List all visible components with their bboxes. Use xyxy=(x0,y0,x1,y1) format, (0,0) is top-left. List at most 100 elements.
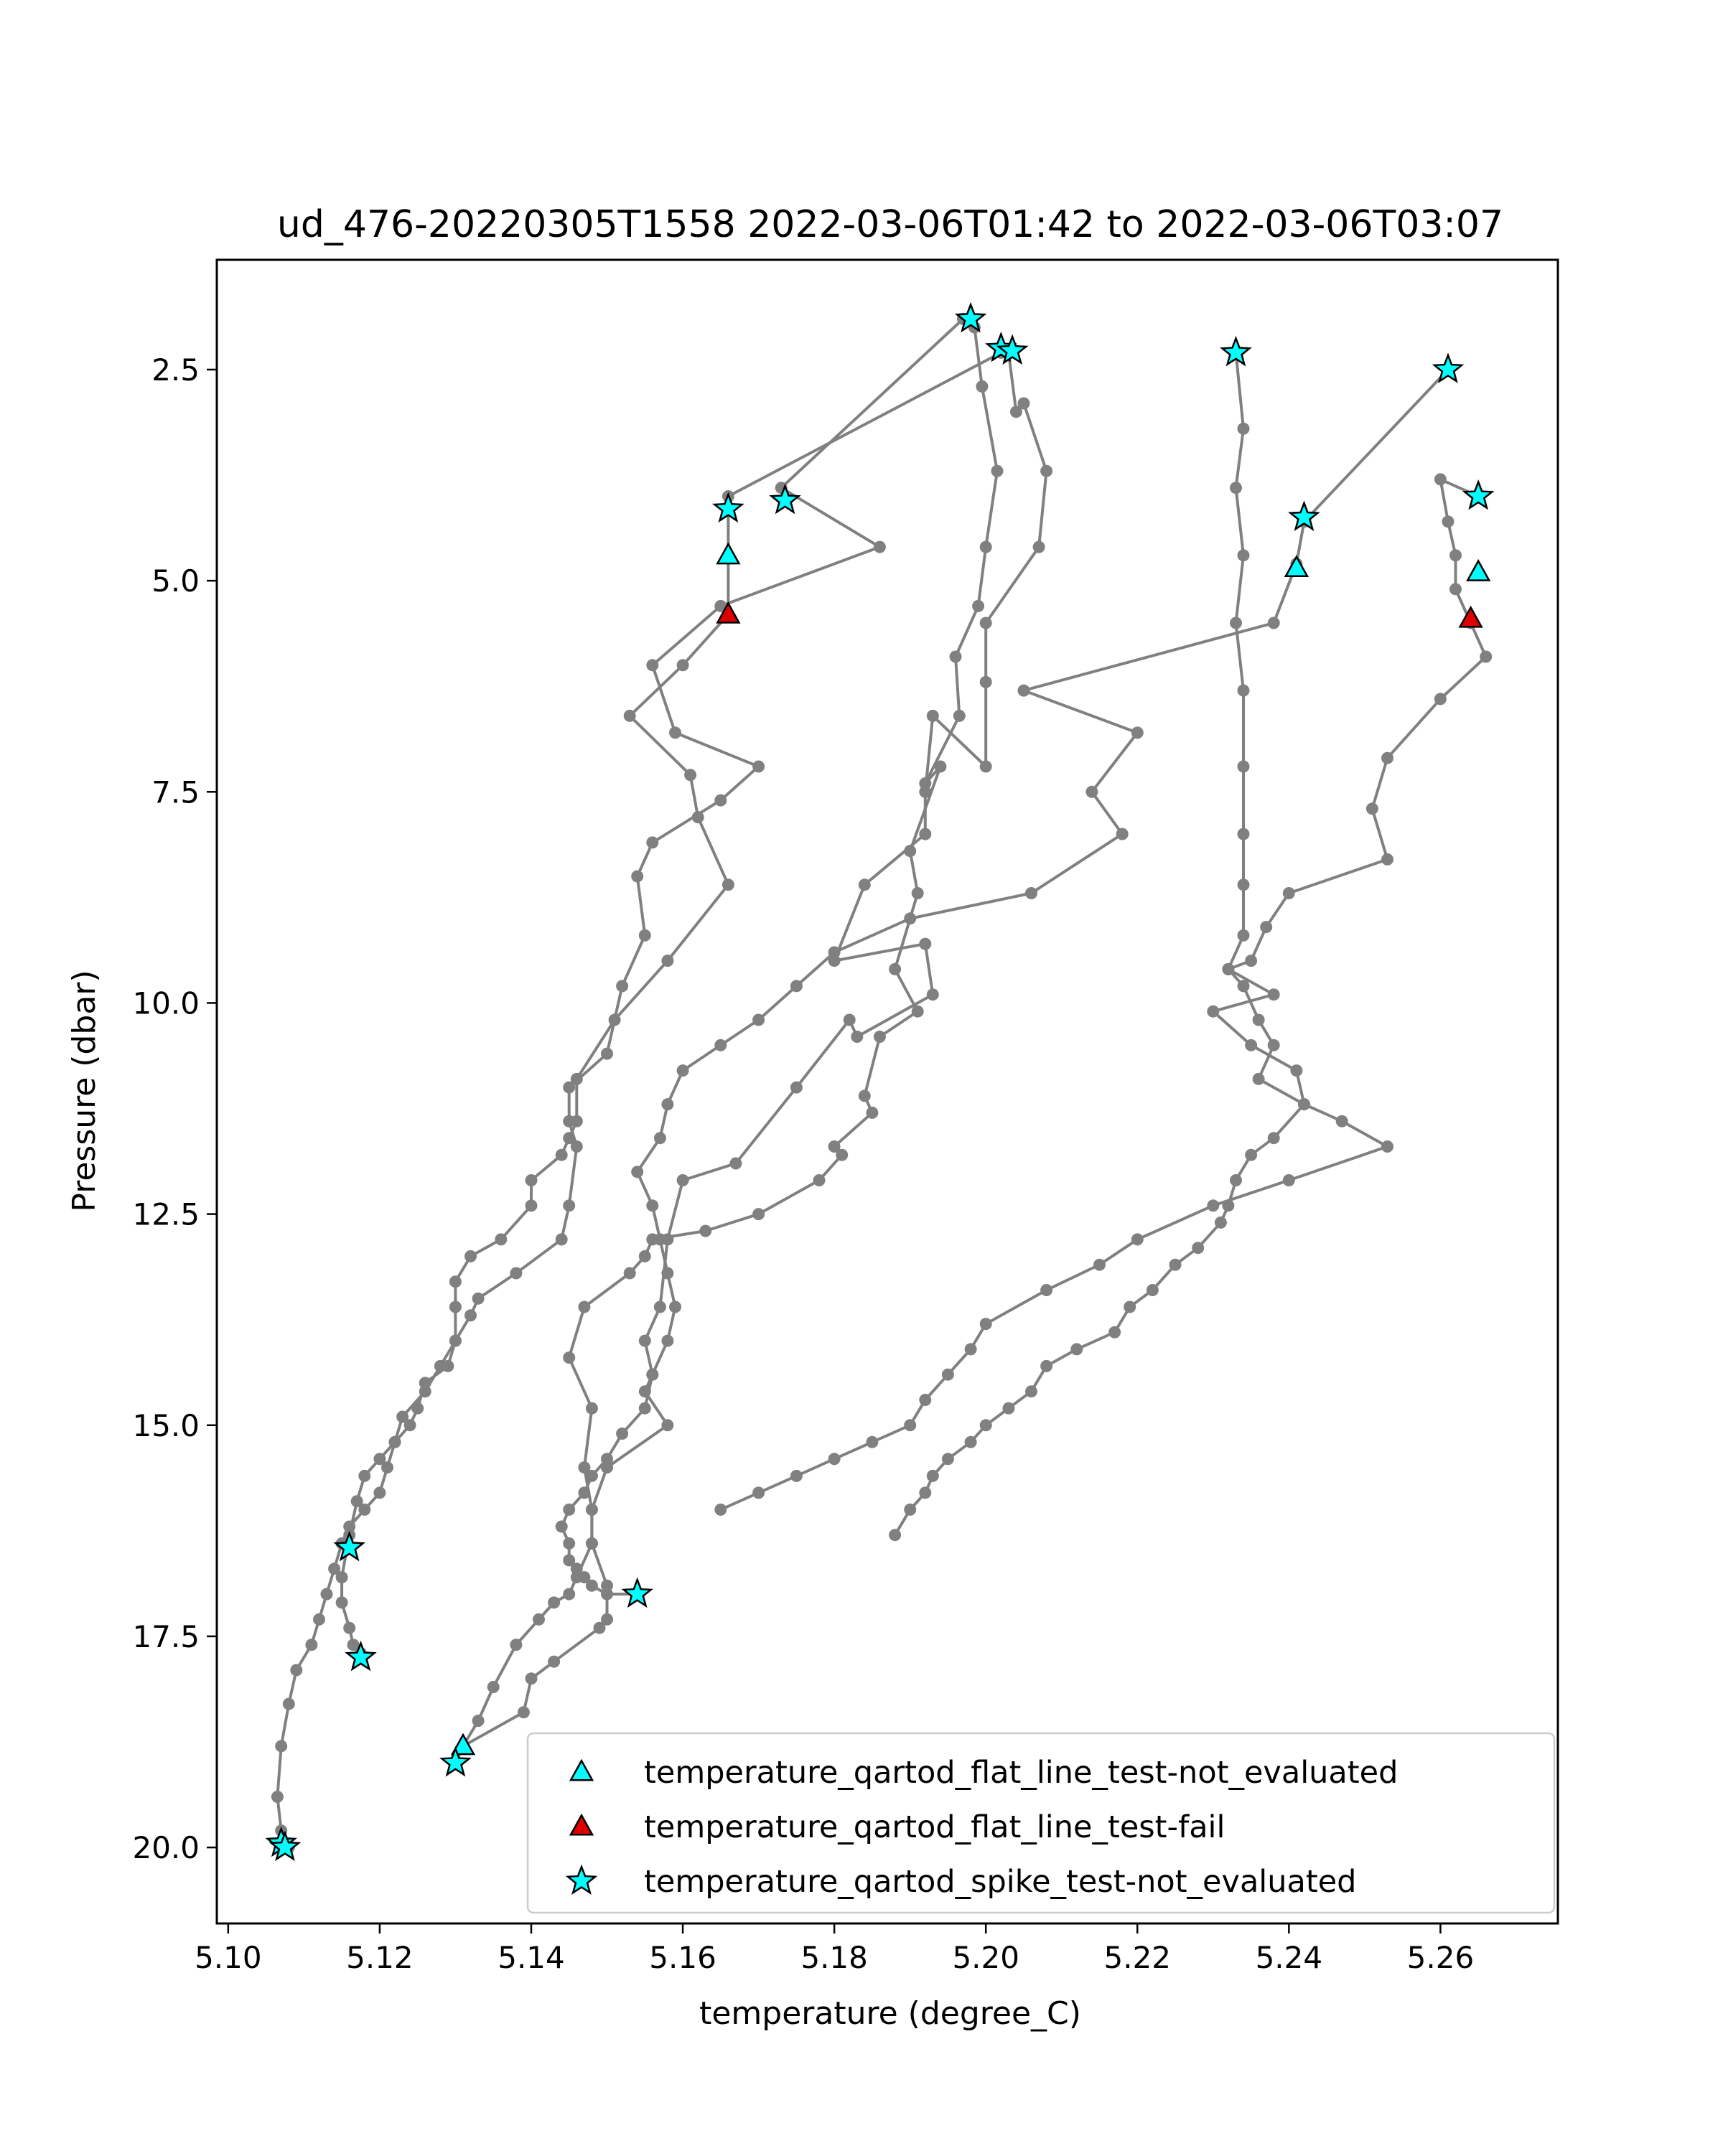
profile-point xyxy=(676,1174,689,1186)
profile-point xyxy=(373,1486,386,1499)
profile-point xyxy=(1002,1402,1015,1415)
triangle-marker xyxy=(450,1733,476,1756)
profile-point xyxy=(464,1309,477,1322)
profile-point xyxy=(1237,980,1250,993)
profile-point xyxy=(904,912,917,925)
profile-point xyxy=(676,659,689,672)
profile-point xyxy=(714,599,727,612)
y-tick-label: 20.0 xyxy=(132,1830,200,1865)
profile-point xyxy=(790,1469,803,1482)
profile-point xyxy=(873,1031,886,1043)
profile-point xyxy=(889,962,902,975)
y-tick-label: 7.5 xyxy=(151,774,200,810)
profile-point xyxy=(752,1486,765,1499)
profile-point xyxy=(661,955,674,967)
profile-point xyxy=(1267,988,1280,1001)
profile-point xyxy=(729,1157,742,1170)
star-marker xyxy=(621,1577,654,1608)
profile-point xyxy=(358,1469,371,1482)
legend-entry-label: temperature_qartod_flat_line_test-not_ev… xyxy=(644,1755,1398,1791)
y-axis-label: Pressure (dbar) xyxy=(66,970,103,1211)
profile-point xyxy=(1237,878,1250,891)
profile-point xyxy=(1260,921,1273,934)
profile-point xyxy=(396,1410,409,1423)
profile-point xyxy=(790,980,803,993)
y-tick-label: 12.5 xyxy=(132,1197,200,1232)
profile-point xyxy=(1245,1039,1258,1051)
profile-point xyxy=(790,1081,803,1094)
y-tick-label: 10.0 xyxy=(132,985,200,1021)
profile-point xyxy=(555,1148,568,1161)
star-marker xyxy=(954,301,987,333)
y-tick-label: 2.5 xyxy=(151,352,200,388)
profile-point xyxy=(669,1300,681,1313)
profile-point xyxy=(949,650,962,663)
profile-point xyxy=(1230,617,1242,629)
profile-point xyxy=(1040,1359,1053,1372)
profile-point xyxy=(631,1166,644,1178)
x-tick-label: 5.20 xyxy=(952,1940,1019,1975)
x-tick-label: 5.14 xyxy=(498,1940,565,1975)
profile-point xyxy=(525,1174,538,1186)
plot-area: 5.10 5.12 5.14 5.16 5.18 5.20 5.22 5.24 5.26 2.5 5… xyxy=(132,258,1559,1975)
profile-point xyxy=(752,1013,765,1026)
profile-point xyxy=(631,870,644,883)
profile-point xyxy=(964,1343,977,1356)
profile-point xyxy=(381,1461,393,1474)
profile-point xyxy=(669,726,681,739)
legend-entry-label: temperature_qartod_spike_test-not_evalua… xyxy=(644,1864,1356,1900)
profile-point xyxy=(1449,549,1462,562)
profile-point xyxy=(1290,1064,1303,1077)
profile-point xyxy=(919,1394,932,1406)
star-marker xyxy=(1432,352,1465,383)
star-marker xyxy=(1288,500,1320,531)
profile-point xyxy=(563,1199,576,1212)
profile-point xyxy=(1480,650,1493,663)
profile-point xyxy=(646,659,659,672)
profile-point xyxy=(616,980,629,993)
profile-point xyxy=(1381,751,1393,764)
profile-point xyxy=(616,1428,629,1440)
series-temperature_qartod_flat_line_test-not_evaluated xyxy=(450,542,1491,1756)
profile-point xyxy=(1131,1233,1144,1246)
profile-point xyxy=(305,1639,318,1651)
profile-point xyxy=(1434,693,1447,706)
profile-point xyxy=(570,1562,583,1575)
profile-point xyxy=(464,1250,477,1262)
profile-point xyxy=(373,1453,386,1466)
profile-point xyxy=(1282,887,1295,899)
series-temperature_qartod_spike_test-not_evaluated xyxy=(265,301,1495,1862)
profile-point xyxy=(548,1596,561,1609)
profile-point xyxy=(828,1140,841,1153)
profile-point xyxy=(953,709,966,722)
x-tick-label: 5.10 xyxy=(195,1940,262,1975)
profile-point xyxy=(563,1081,576,1094)
triangle-marker xyxy=(1284,555,1309,577)
profile-point xyxy=(282,1697,295,1710)
profile-point xyxy=(601,1613,613,1626)
profile-point xyxy=(1108,1326,1121,1339)
profile-point xyxy=(1009,406,1022,418)
profile-point xyxy=(1230,1174,1242,1186)
profile-point xyxy=(585,1579,598,1592)
profile-point xyxy=(979,760,992,773)
profile-point xyxy=(533,1613,545,1626)
profile-point xyxy=(1434,473,1447,486)
profile-point xyxy=(578,1486,591,1499)
y-tick-label: 17.5 xyxy=(132,1619,200,1654)
x-tick-label: 5.16 xyxy=(649,1940,716,1975)
profile-point xyxy=(623,709,636,722)
profile-point xyxy=(548,1655,561,1668)
profile-point xyxy=(495,1233,508,1246)
profile-point xyxy=(320,1588,333,1600)
profile-point xyxy=(919,1486,932,1499)
star-marker xyxy=(439,1745,472,1777)
profile-point xyxy=(866,1435,879,1448)
profile-point xyxy=(555,1233,568,1246)
profile-point xyxy=(601,1047,613,1060)
profile-point xyxy=(1245,1148,1258,1161)
profile-point xyxy=(343,1520,356,1533)
profile-point xyxy=(991,464,1004,477)
profile-point xyxy=(601,1588,613,1600)
profile-point xyxy=(1442,515,1454,528)
